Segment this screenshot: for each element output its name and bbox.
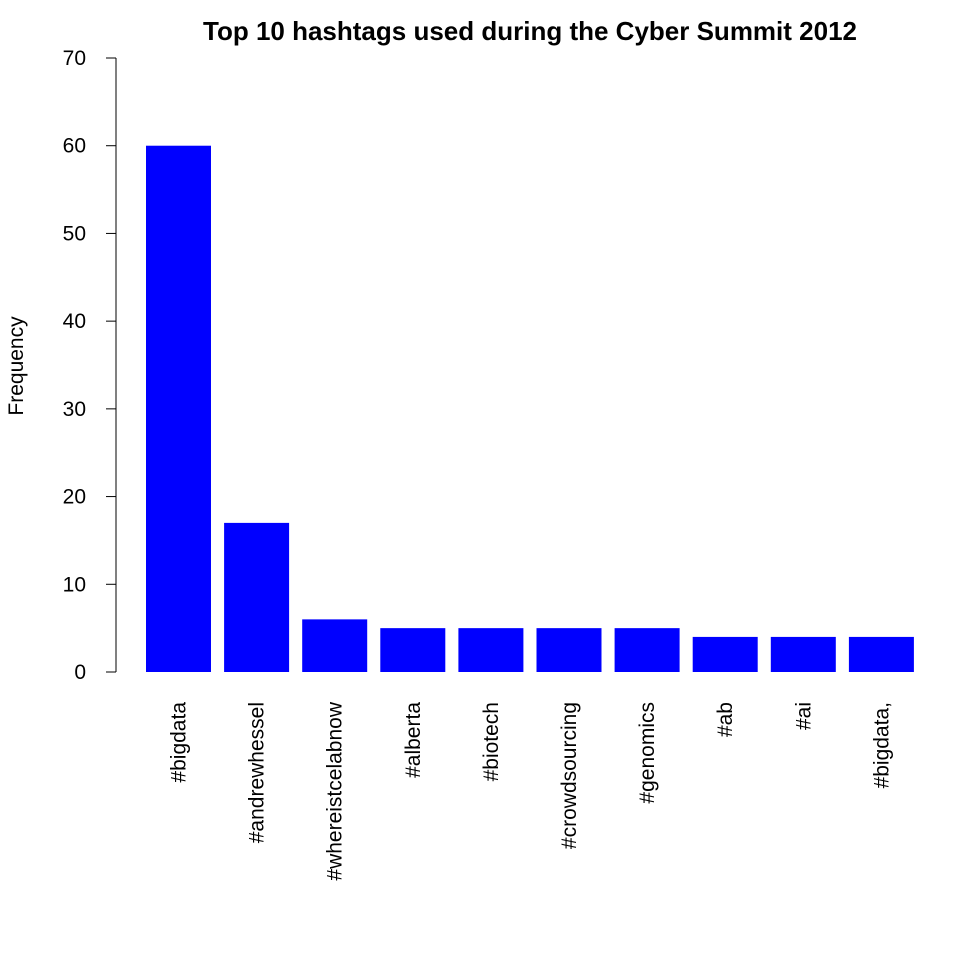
- y-tick-label: 30: [63, 398, 86, 421]
- y-tick-label: 50: [63, 222, 86, 245]
- y-tick-label: 20: [63, 486, 86, 509]
- x-tick-label: #whereistcelabnow: [324, 701, 347, 880]
- chart-title: Top 10 hashtags used during the Cyber Su…: [203, 16, 857, 46]
- y-axis-label: Frequency: [5, 316, 28, 416]
- x-tick-label: #biotech: [480, 702, 503, 781]
- y-tick-label: 60: [63, 135, 86, 158]
- bars: [146, 145, 914, 672]
- bar: [224, 522, 290, 672]
- x-tick-label: #bigdata,: [870, 702, 893, 788]
- bar: [458, 628, 524, 672]
- y-tick-label: 70: [63, 47, 86, 70]
- x-tick-label: #crowdsourcing: [558, 702, 581, 849]
- bar: [770, 636, 836, 672]
- bar: [536, 628, 602, 672]
- bar: [380, 628, 446, 672]
- y-axis: 0 10 20 30 40 50 60 70: [63, 47, 117, 684]
- y-tick-label: 10: [63, 573, 86, 596]
- y-tick-label: 0: [74, 661, 86, 684]
- x-tick-label: #alberta: [402, 702, 425, 778]
- x-tick-label: #genomics: [636, 702, 659, 804]
- bar: [146, 145, 211, 672]
- x-tick-label: #andrewhessel: [246, 702, 269, 843]
- x-tick-label: #bigdata: [168, 702, 191, 783]
- bar: [302, 619, 368, 672]
- x-tick-label: #ab: [714, 702, 737, 737]
- bar: [848, 636, 914, 672]
- y-tick-label: 40: [63, 310, 86, 333]
- bar: [692, 636, 758, 672]
- bar: [614, 628, 680, 672]
- x-axis-labels: #bigdata #andrewhessel #whereistcelabnow #a…: [168, 701, 894, 880]
- x-tick-label: #ai: [792, 702, 815, 730]
